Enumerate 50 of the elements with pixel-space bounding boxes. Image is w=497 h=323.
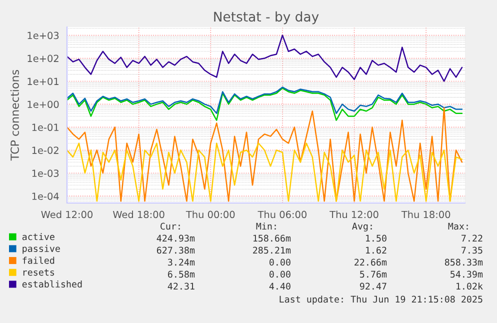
line-series [67, 142, 463, 202]
y-tick-label: 1e+03 [28, 32, 59, 40]
y-tick-label: 1e-04 [32, 192, 59, 200]
text: Cur: [160, 222, 180, 230]
y-tick-label: 1e+00 [28, 100, 59, 108]
text: 0.00 [270, 258, 290, 266]
y-tick-label: 1e-03 [32, 170, 59, 177]
text: 1.02k [456, 282, 483, 290]
text: 6.58m [168, 270, 195, 278]
y-tick-label: 1e+02 [28, 54, 58, 62]
text: 424.93m [156, 234, 195, 242]
y-tick-label: 1e+01 [28, 78, 58, 86]
text: 858.33m [444, 258, 483, 266]
text: 4.40 [269, 282, 290, 290]
text: 0.00 [270, 270, 290, 278]
x-tick-label: Wed 18:00 [112, 210, 164, 218]
y-tick-label: 1e-01 [32, 124, 58, 132]
chart-title: Netstat - by day [214, 11, 319, 24]
text: 54.39m [450, 270, 483, 278]
line-series [67, 107, 463, 202]
y-tick-label: 1e-02 [32, 146, 58, 154]
text: 627.38m [156, 246, 195, 254]
legend-label: resets [23, 269, 54, 276]
legend-label: established [22, 280, 82, 288]
text: 7.35 [462, 246, 482, 254]
x-tick-label: Thu 06:00 [258, 210, 306, 218]
text: 92.47 [360, 282, 386, 290]
text: 7.22 [462, 234, 482, 242]
text: 3.24m [168, 258, 195, 266]
text: 285.21m [253, 246, 291, 254]
legend-label: passive [22, 244, 60, 254]
line-series [67, 88, 463, 121]
x-tick-label: Thu 12:00 [330, 210, 378, 218]
text: Avg: [352, 222, 372, 232]
x-tick-label: Wed 12:00 [41, 210, 93, 218]
y-axis-title: TCP connections [10, 70, 19, 161]
text: 1.50 [366, 234, 386, 242]
text: Last update: Thu Jun 19 21:15:08 2025 [280, 296, 482, 304]
legend-label: failed [22, 256, 54, 264]
text: 42.31 [168, 282, 194, 290]
x-tick-label: Thu 00:00 [186, 210, 235, 218]
text: Min: [256, 222, 276, 230]
text: 22.66m [354, 258, 387, 266]
text: 158.66m [253, 234, 291, 242]
x-tick-label: Thu 18:00 [401, 210, 450, 218]
text: 1.62 [366, 246, 386, 254]
text: 5.76m [360, 270, 387, 278]
legend-label: active [22, 233, 54, 240]
line-series [67, 34, 463, 82]
text: Max: [448, 222, 468, 230]
